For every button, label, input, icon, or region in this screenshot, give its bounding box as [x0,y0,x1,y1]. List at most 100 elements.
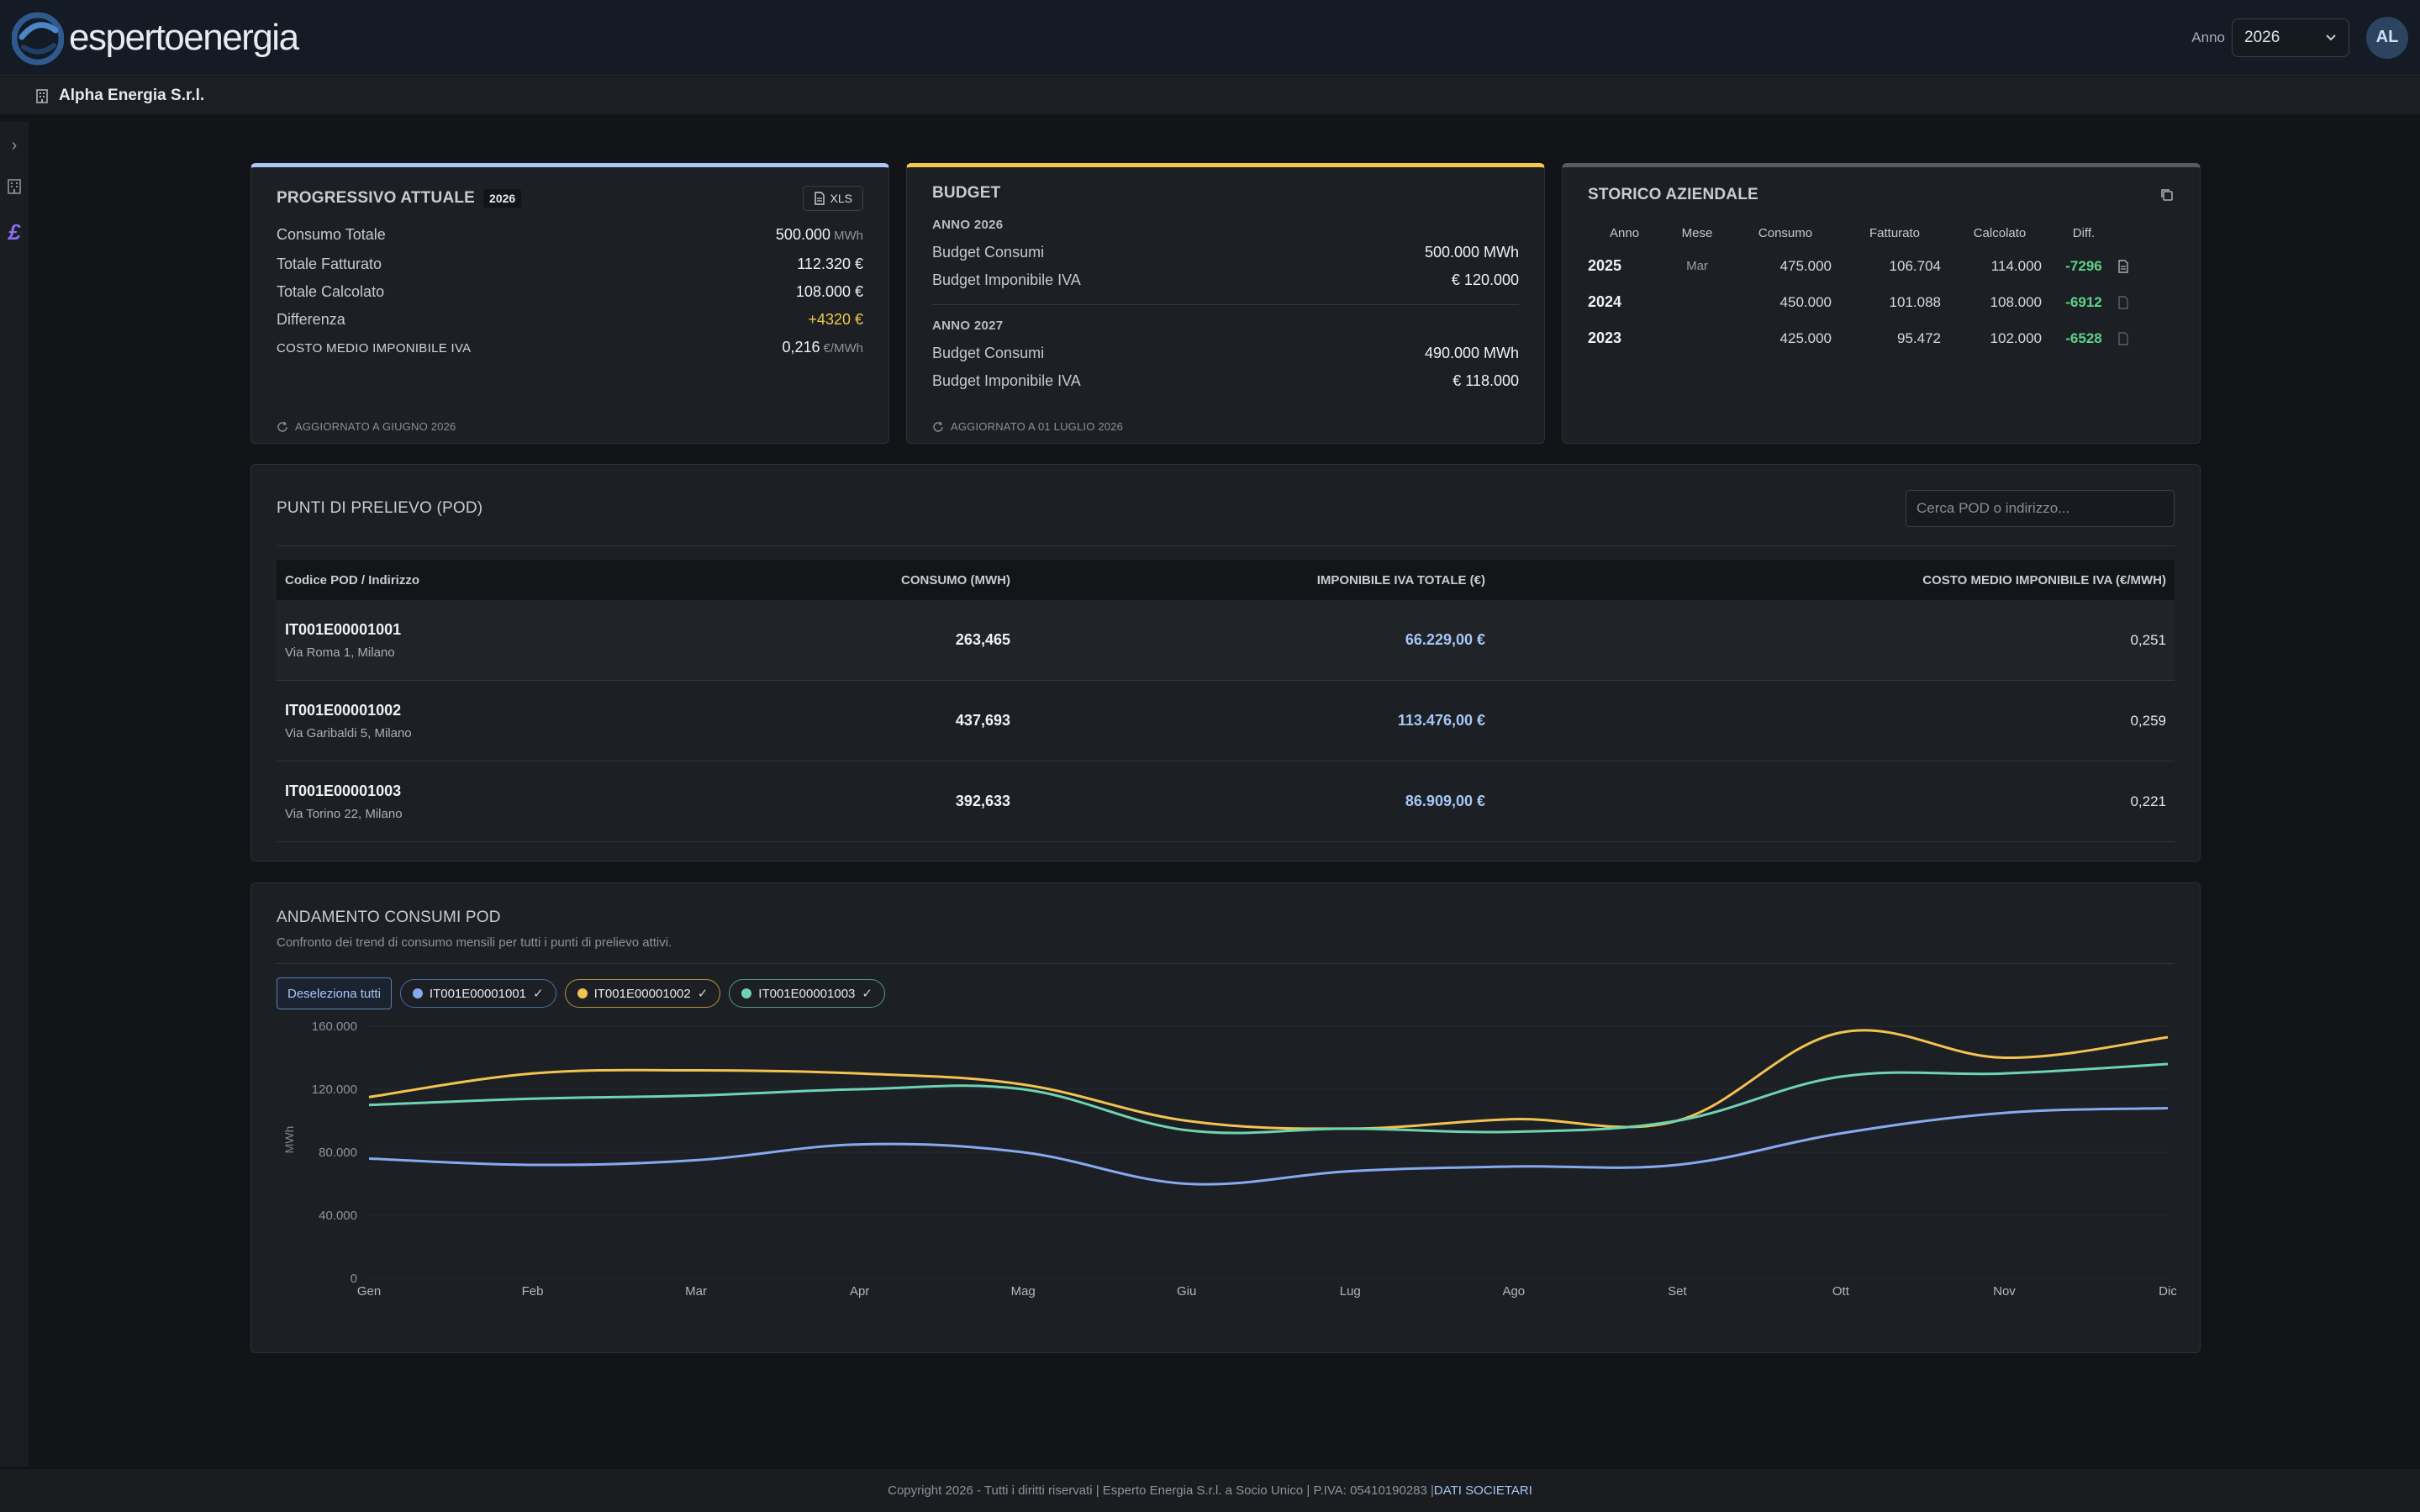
storico-fatturato: 95.472 [1897,329,1941,346]
x-tick-label: Ago [1502,1284,1525,1299]
y-tick-label: 80.000 [319,1146,357,1160]
storico-consumo: 450.000 [1779,293,1832,310]
progressivo-title: PROGRESSIVO ATTUALE [277,189,476,207]
copy-icon[interactable] [2159,187,2175,203]
budget-year-2027: ANNO 2027 [932,319,1004,333]
series-chip[interactable]: IT001E00001001 ✓ [399,979,556,1008]
col-imponibile[interactable]: IMPONIBILE IVA TOTALE (€) [1316,572,1485,587]
xls-label: XLS [830,192,852,205]
year-select[interactable]: 2026 [2232,18,2349,57]
storico-anno: 2024 [1588,293,1622,310]
totale-calcolato-label: Totale Calcolato [277,283,385,300]
storico-title: STORICO AZIENDALE [1588,186,1758,203]
progressivo-updated-text: AGGIORNATO A GIUGNO 2026 [295,420,456,433]
storico-fatturato: 106.704 [1889,257,1941,274]
series-dot [741,988,752,998]
consumi-line-chart: 0 40.000 80.000 120.000 160.000 MWh Gen Feb Mar A… [282,1019,2176,1299]
deselect-all-button[interactable]: Deseleziona tutti [277,977,392,1009]
building-icon[interactable] [6,177,23,196]
anno-label: Anno [2191,29,2225,45]
pod-imponibile: 86.909,00 € [1405,793,1485,809]
dati-societari-link[interactable]: DATI SOCIETARI [1433,1483,1532,1498]
progressivo-row: COSTO MEDIO IMPONIBILE IVA 0,216 €/MWh [277,339,863,356]
differenza-value: +4320 € [808,311,863,328]
budget-updated: AGGIORNATO A 01 LUGLIO 2026 [932,420,1123,433]
x-tick-label: Lug [1340,1284,1361,1299]
series-chip[interactable]: IT001E00001003 ✓ [729,979,885,1008]
storico-row: 2025 Mar 475.000 106.704 114.000 -7296 [1588,257,2175,275]
pod-search-input[interactable]: Cerca POD o indirizzo... [1906,490,2175,527]
y-tick-label: 0 [351,1272,357,1286]
storico-diff: -6528 [2065,329,2102,346]
pod-address: Via Torino 22, Milano [285,806,403,821]
check-icon: ✓ [533,987,544,1001]
storico-mese: Mar [1686,259,1708,273]
progressivo-card: PROGRESSIVO ATTUALE 2026 XLS Consumo Tot… [250,163,889,444]
refresh-icon [277,421,287,432]
col-anno: Anno [1610,226,1640,240]
file-icon [814,192,825,205]
document-icon[interactable] [2117,295,2129,309]
col-consumo[interactable]: CONSUMO (MWH) [901,572,1010,587]
storico-calcolato: 114.000 [1990,257,2042,274]
pod-address: Via Garibaldi 5, Milano [285,725,412,740]
document-icon[interactable] [2117,331,2129,345]
x-tick-label: Mar [685,1284,707,1299]
storico-consumo: 475.000 [1779,257,1832,274]
x-tick-label: Mag [1011,1284,1036,1299]
brand[interactable]: espertoenergia [12,8,299,67]
x-tick-label: Ott [1832,1284,1850,1299]
andamento-card: ANDAMENTO CONSUMI POD Confronto dei tren… [250,882,2201,1353]
x-tick-label: Apr [850,1284,869,1299]
budget-imponibile-value: € 118.000 [1453,372,1519,389]
pod-address: Via Roma 1, Milano [285,645,395,660]
chevron-right-icon[interactable]: › [11,136,18,155]
budget-card: BUDGET ANNO 2026 Budget Consumi 500.000 … [906,163,1545,444]
consumo-totale-label: Consumo Totale [277,226,386,243]
consumo-totale-value: 500.000 [775,226,830,243]
pod-code: IT001E00001002 [285,701,402,719]
col-codice[interactable]: Codice POD / Indirizzo [285,572,420,587]
document-icon[interactable] [2117,259,2129,273]
progressivo-row: Totale Calcolato 108.000 € [277,283,863,301]
table-row[interactable]: IT001E00001001 Via Roma 1, Milano 263,46… [277,600,2175,681]
company-bar: Alpha Energia S.r.l. [0,76,2420,114]
costo-medio-unit: €/MWh [823,341,863,356]
col-consumo: Consumo [1758,226,1813,240]
consumo-unit: MWh [834,229,863,243]
pod-costo: 0,221 [2130,793,2166,809]
company-name: Alpha Energia S.r.l. [59,86,205,104]
series-chip[interactable]: IT001E00001002 ✓ [564,979,721,1008]
storico-anno: 2025 [1588,257,1622,274]
budget-consumi-label: Budget Consumi [932,345,1045,361]
budget-consumi-label: Budget Consumi [932,244,1045,261]
refresh-icon [933,421,943,432]
pod-consumo: 263,465 [955,631,1010,648]
x-tick-label: Dic [2159,1284,2176,1299]
totale-fatturato-label: Totale Fatturato [277,256,382,272]
user-avatar[interactable]: AL [2366,16,2408,59]
table-row[interactable]: IT001E00001002 Via Garibaldi 5, Milano 4… [277,681,2175,761]
euro-icon[interactable]: £ [8,219,21,245]
top-header: espertoenergia Anno 2026 AL [0,0,2420,76]
differenza-label: Differenza [277,311,345,328]
table-row[interactable]: IT001E00001003 Via Torino 22, Milano 392… [277,761,2175,842]
storico-calcolato: 108.000 [1990,293,2042,310]
storico-fatturato: 101.088 [1889,293,1941,310]
year-select-value: 2026 [2244,28,2280,46]
progressivo-updated: AGGIORNATO A GIUGNO 2026 [277,420,456,433]
andamento-subtitle: Confronto dei trend di consumo mensili p… [277,935,672,950]
pod-code: IT001E00001001 [285,620,402,638]
xls-export-button[interactable]: XLS [802,186,863,211]
storico-consumo: 425.000 [1779,329,1832,346]
col-mese: Mese [1681,226,1713,240]
budget-consumi-value: 490.000 MWh [1424,345,1519,361]
pod-consumo: 437,693 [955,712,1010,729]
divider [932,304,1519,305]
pod-costo: 0,259 [2130,712,2166,729]
col-costo-medio[interactable]: COSTO MEDIO IMPONIBILE IVA (€/MWH) [1922,572,2166,587]
budget-imponibile-value: € 120.000 [1451,271,1519,288]
budget-updated-text: AGGIORNATO A 01 LUGLIO 2026 [951,420,1124,433]
totale-fatturato-value: 112.320 € [797,256,863,272]
storico-diff: -6912 [2065,293,2102,310]
